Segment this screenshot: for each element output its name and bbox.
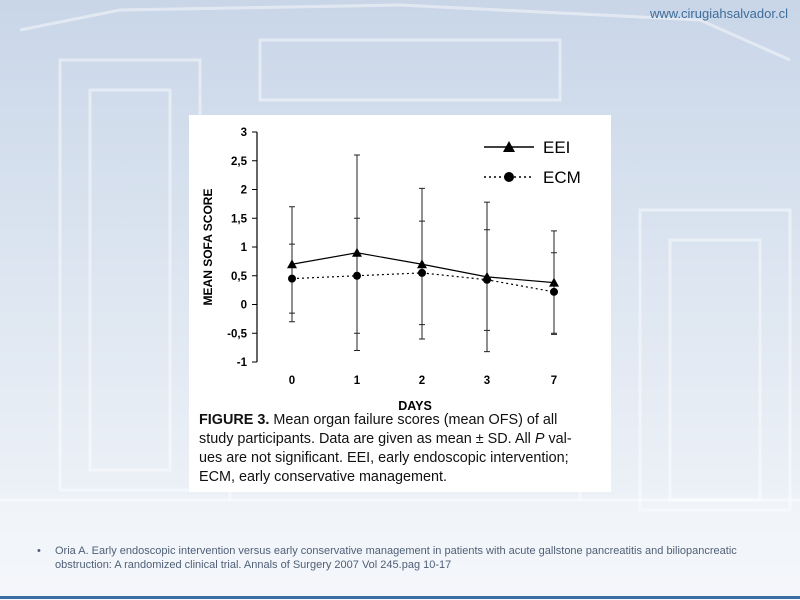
legend-label-eei: EEI	[543, 138, 570, 157]
y-axis-label: MEAN SOFA SCORE	[201, 189, 215, 306]
sofa-score-chart: -1 -0,5 0 0,5 1 1,5 2 2,5 3 0 1 2 3 7 DAYS MEAN SOFA SC…	[201, 127, 581, 413]
chart-error-bars	[289, 154, 557, 353]
chart-markers	[287, 247, 559, 296]
y-tick-label: 2,5	[231, 156, 248, 168]
marker-eei	[549, 277, 559, 287]
citation-bullet: •	[37, 545, 41, 557]
marker-ecm	[550, 287, 558, 296]
y-tick-label: 1	[241, 242, 248, 254]
bottom-accent-line	[0, 596, 800, 599]
marker-ecm	[483, 275, 491, 284]
figure-caption-line1: Mean organ failure scores (mean OFS) of …	[273, 412, 558, 428]
y-tick-label: -1	[237, 357, 248, 369]
figure-caption-line2a: study participants. Data are given as me…	[199, 431, 535, 447]
figure-caption-line3: ues are not significant. EEI, early endo…	[199, 450, 569, 466]
y-tick-label: 3	[241, 127, 247, 139]
chart-axes: -1 -0,5 0 0,5 1 1,5 2 2,5 3 0 1 2 3 7 DAYS MEAN SOFA SC…	[201, 127, 557, 413]
marker-eei	[352, 247, 362, 257]
site-url: www.cirugiahsalvador.cl	[649, 6, 788, 21]
figure-caption-line4: ECM, early conservative management.	[199, 469, 447, 485]
figure-caption-label: FIGURE 3.	[199, 412, 270, 428]
x-tick-label: 7	[551, 375, 557, 387]
y-tick-label: 2	[241, 185, 247, 197]
legend-label-ecm: ECM	[543, 168, 581, 187]
x-tick-label: 3	[484, 375, 490, 387]
y-tick-label: 1,5	[231, 213, 248, 225]
x-tick-label: 1	[354, 375, 361, 387]
y-tick-label: 0,5	[231, 271, 248, 283]
figure-caption-p: P	[534, 431, 545, 447]
figure-caption-line2b: val-	[544, 431, 572, 447]
citation-text: Oria A. Early endoscopic intervention ve…	[55, 545, 737, 571]
figure-caption: FIGURE 3. Mean organ failure scores (mea…	[199, 411, 609, 487]
marker-eei	[417, 259, 427, 269]
citation: • Oria A. Early endoscopic intervention …	[37, 544, 765, 572]
marker-ecm	[288, 274, 296, 283]
x-tick-label: 2	[419, 375, 425, 387]
marker-eei	[287, 259, 297, 269]
marker-ecm	[418, 268, 426, 277]
x-axis-label: DAYS	[398, 399, 432, 413]
y-tick-label: -0,5	[227, 328, 247, 340]
legend-marker-eei	[503, 141, 515, 152]
marker-ecm	[353, 271, 361, 280]
legend-marker-ecm	[504, 172, 514, 182]
y-tick-label: 0	[241, 300, 247, 312]
x-tick-label: 0	[289, 375, 295, 387]
chart-legend: EEI ECM	[484, 138, 581, 187]
figure-card: -1 -0,5 0 0,5 1 1,5 2 2,5 3 0 1 2 3 7 DAYS MEAN SOFA SC…	[189, 115, 611, 492]
